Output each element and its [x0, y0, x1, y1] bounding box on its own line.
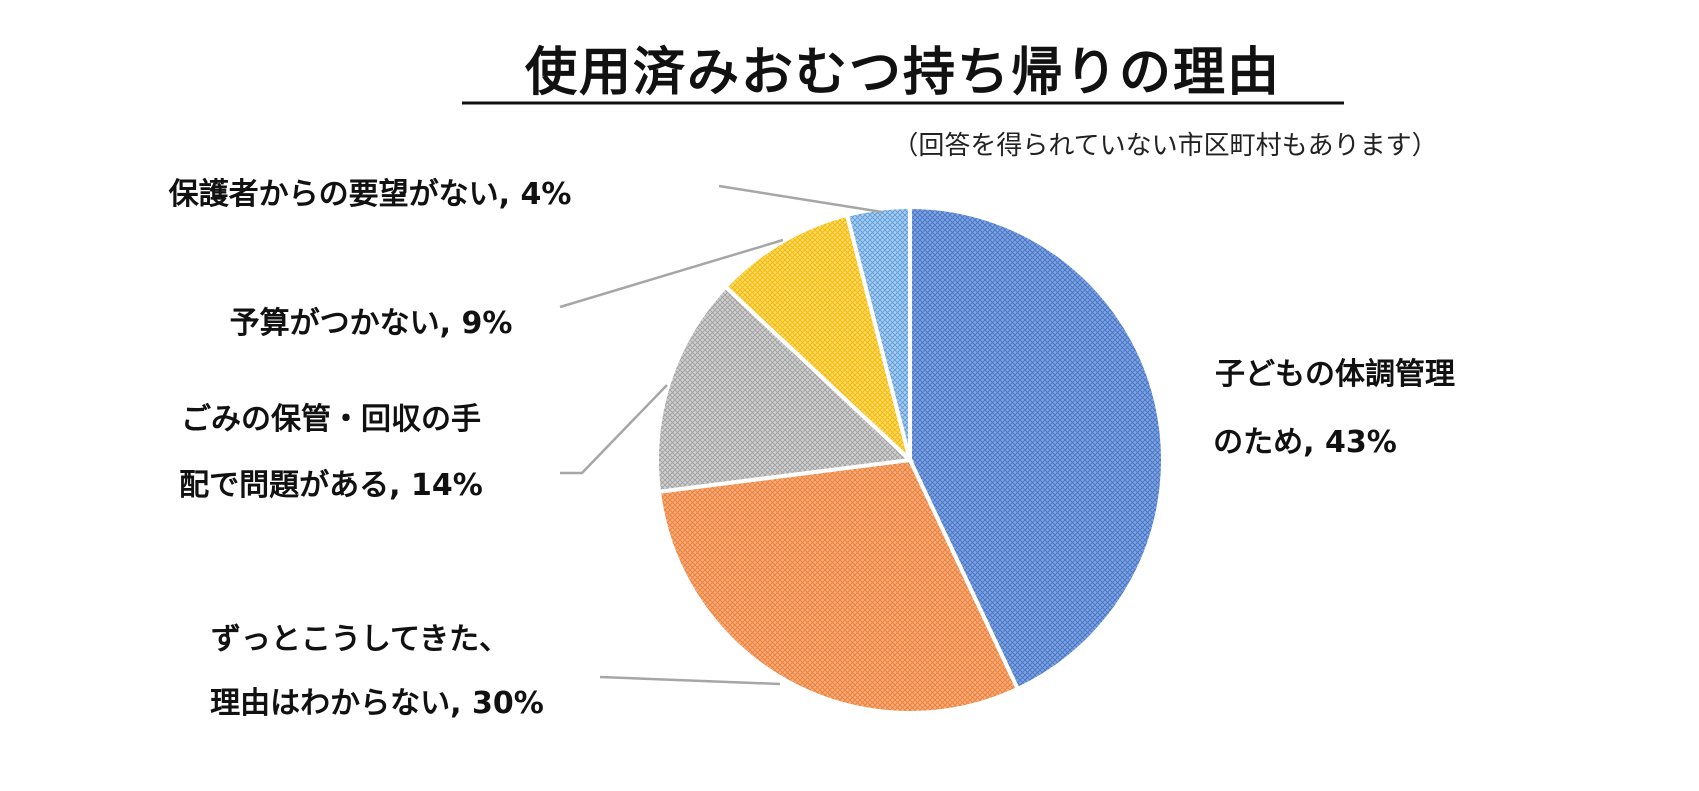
slice-label: 予算がつかない, 9% — [230, 306, 513, 341]
leader-line — [560, 384, 668, 475]
slice-label: 子どもの体調管理 — [1215, 357, 1455, 392]
slice-label: 配で問題がある, 14% — [179, 468, 483, 503]
pie-slice — [844, 204, 912, 461]
slice-label: のため, 43% — [1213, 425, 1397, 460]
slice-label: 理由はわからない, 30% — [210, 686, 544, 721]
pie-slice — [908, 204, 1165, 692]
slice-label: 保護者からの要望がない, 4% — [169, 177, 572, 212]
leader-lines — [559, 184, 883, 686]
leader-line — [559, 238, 784, 309]
pie-slice — [655, 283, 915, 494]
leader-line — [718, 184, 883, 214]
pie-slice — [656, 457, 1021, 715]
leader-line — [599, 675, 781, 686]
chart-title: 使用済みおむつ持ち帰りの理由 — [524, 43, 1281, 103]
slice-label: ごみの保管・回収の手 — [181, 402, 481, 437]
chart-subtitle: （回答を得られていない市区町村もあります） — [892, 131, 1437, 161]
pie-slice — [722, 212, 914, 467]
pie-slices — [655, 204, 1165, 715]
slice-label: ずっとこうしてきた、 — [211, 622, 509, 657]
